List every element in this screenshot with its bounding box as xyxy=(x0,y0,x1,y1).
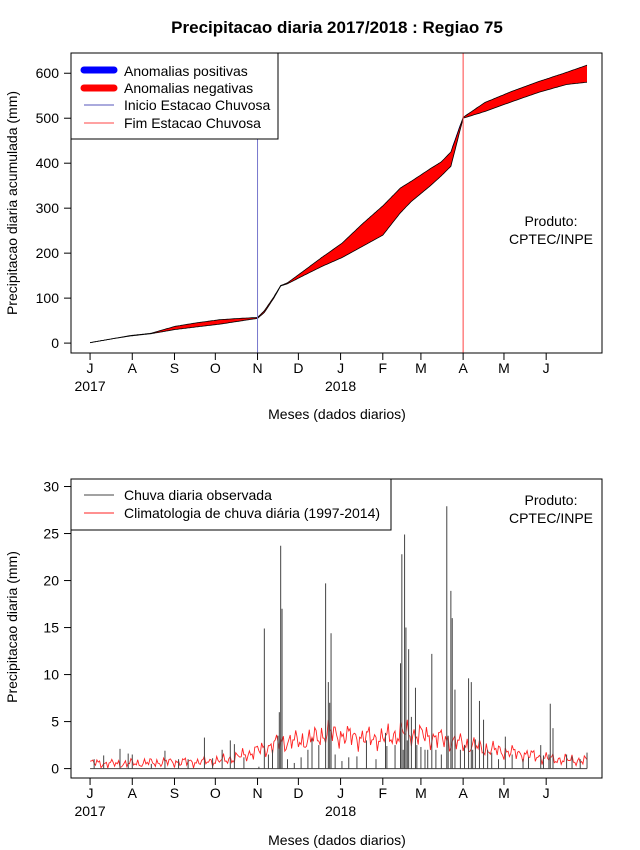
x-tick-label: A xyxy=(128,360,138,376)
x-tick-label: J xyxy=(543,785,550,801)
y-tick-label: 600 xyxy=(36,65,60,81)
x-tick-label: M xyxy=(498,360,510,376)
annotation-cptec: CPTEC/INPE xyxy=(509,231,593,247)
x-axis-label: Meses (dados diarios) xyxy=(268,406,406,422)
x-tick-label: S xyxy=(170,360,179,376)
x-tick-label: F xyxy=(379,785,388,801)
chart-title: Precipitacao diaria 2017/2018 : Regiao 7… xyxy=(171,18,503,37)
climatology-daily-line xyxy=(90,719,588,769)
x-tick-label: J xyxy=(543,360,550,376)
y-tick-label: 300 xyxy=(36,200,60,216)
y-tick-label: 400 xyxy=(36,155,60,171)
x-tick-label: O xyxy=(210,360,221,376)
y-tick-label: 200 xyxy=(36,245,60,261)
y-tick-label: 5 xyxy=(51,714,59,730)
legend-bottom: Chuva diaria observada Climatologia de c… xyxy=(70,478,392,531)
x-tick-label: J xyxy=(337,785,344,801)
x-axis-label: Meses (dados diarios) xyxy=(268,832,406,848)
observed-rain-bars xyxy=(90,506,588,770)
anomaly-areas xyxy=(90,64,588,344)
legend-label: Chuva diaria observada xyxy=(124,487,272,503)
legend-label: Fim Estacao Chuvosa xyxy=(124,115,261,131)
legend-label: Inicio Estacao Chuvosa xyxy=(124,97,271,113)
annotation-produto: Produto: xyxy=(525,492,578,508)
x-tick-label: J xyxy=(87,360,94,376)
climatology-line xyxy=(90,719,588,769)
daily-rain-chart: J A S O N D J F M A M J 2017 2018 0 5 10 15 20 25 30 Chuva d… xyxy=(4,478,603,848)
y-tick-label: 15 xyxy=(43,620,59,636)
cumulative-chart: Precipitacao diaria 2017/2018 : Regiao 7… xyxy=(4,18,603,422)
y-tick-label: 100 xyxy=(36,290,60,306)
year-label: 2017 xyxy=(74,378,105,394)
axes-top: J A S O N D J F M A M J 2017 2018 0 100 200 300 400 500 600 xyxy=(36,65,550,394)
y-tick-label: 500 xyxy=(36,110,60,126)
x-tick-label: J xyxy=(337,360,344,376)
annotation-produto: Produto: xyxy=(525,213,578,229)
y-axis-label: Precipitacao diaria (mm) xyxy=(4,551,20,703)
x-tick-label: D xyxy=(293,360,303,376)
y-tick-label: 10 xyxy=(43,667,59,683)
observed-cumulative-line xyxy=(90,81,588,344)
x-tick-label: F xyxy=(379,360,388,376)
x-tick-label: O xyxy=(210,785,221,801)
x-tick-label: J xyxy=(87,785,94,801)
legend-box xyxy=(70,478,392,531)
annotation-cptec: CPTEC/INPE xyxy=(509,510,593,526)
year-label: 2017 xyxy=(74,803,105,819)
legend-label: Anomalias negativas xyxy=(124,80,253,96)
y-tick-label: 20 xyxy=(43,573,59,589)
x-tick-label: A xyxy=(458,785,468,801)
legend-label: Climatologia de chuva diária (1997-2014) xyxy=(124,505,380,521)
y-tick-label: 0 xyxy=(51,761,59,777)
x-tick-label: D xyxy=(293,785,303,801)
climatology-cumulative-line xyxy=(90,64,588,344)
season-lines xyxy=(257,53,464,353)
y-tick-label: 30 xyxy=(43,479,59,495)
x-tick-label: A xyxy=(458,360,468,376)
x-tick-label: M xyxy=(415,785,427,801)
x-tick-label: M xyxy=(415,360,427,376)
x-tick-label: N xyxy=(252,785,262,801)
x-tick-label: N xyxy=(252,360,262,376)
year-label: 2018 xyxy=(325,803,356,819)
x-tick-label: A xyxy=(128,785,138,801)
axes-bottom: J A S O N D J F M A M J 2017 2018 0 5 10 15 20 25 30 xyxy=(43,479,549,819)
y-axis-label: Precipitacao diaria acumulada (mm) xyxy=(4,91,20,315)
y-tick-label: 25 xyxy=(43,526,59,542)
year-label: 2018 xyxy=(325,378,356,394)
x-tick-label: S xyxy=(170,785,179,801)
legend-top: Anomalias positivas Anomalias negativas … xyxy=(70,52,279,140)
legend-label: Anomalias positivas xyxy=(124,63,248,79)
x-tick-label: M xyxy=(498,785,510,801)
y-tick-label: 0 xyxy=(51,335,59,351)
